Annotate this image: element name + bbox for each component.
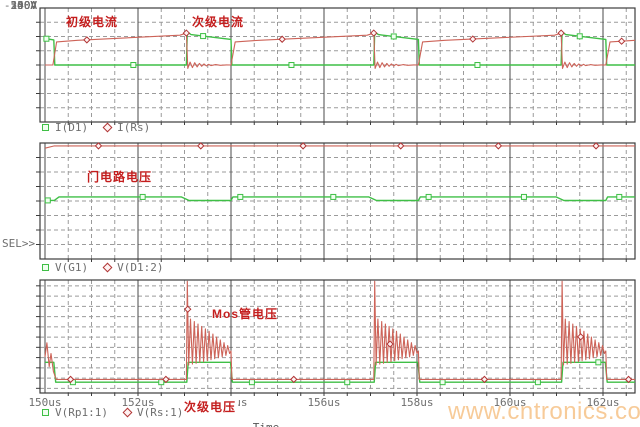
legend-label-vrp11: V(Rp1:1) xyxy=(55,406,108,419)
p2-ytick-m100v: -100V xyxy=(3,0,37,12)
annotation-secondary-current: 次级电流 xyxy=(192,15,245,29)
xtick-156us: 156us xyxy=(307,396,341,409)
annotation-gate-voltage: 门电路电压 xyxy=(87,170,153,184)
diamond-marker-icon xyxy=(122,407,133,418)
watermark: www.cntronics.com xyxy=(448,398,640,425)
legend-panel3: V(Rp1:1) V(Rs:1) xyxy=(42,406,199,419)
legend-label-vrs1: V(Rs:1) xyxy=(136,406,184,419)
p1-ytick-0a: 0A xyxy=(23,0,37,12)
xtick-150us: 150us xyxy=(28,396,62,409)
legend-panel1: I(D1) I(Rs) xyxy=(42,121,166,134)
square-marker-icon xyxy=(42,264,49,271)
square-marker-icon xyxy=(42,124,49,131)
annotation-secondary-voltage: 次级电压 xyxy=(182,398,239,415)
p3-ytick-250v: 250V xyxy=(10,0,38,12)
annotation-primary-current: 初级电流 xyxy=(66,15,119,29)
time-axis-label: Time xyxy=(246,421,286,427)
annotation-mos-voltage: Mos管电压 xyxy=(212,307,279,321)
xtick-162us: 162us xyxy=(586,396,620,409)
square-marker-icon xyxy=(42,409,49,416)
legend-panel2: V(G1) V(D1:2) xyxy=(42,261,179,274)
p2-ytick-0v: 0V xyxy=(23,0,37,12)
p3-ytick-0v: 0V xyxy=(23,0,37,12)
xtick-160us: 160us xyxy=(493,396,527,409)
legend-label-id1: I(D1) xyxy=(55,121,89,134)
legend-label-irs: I(Rs) xyxy=(117,121,151,134)
diamond-marker-icon xyxy=(102,122,113,133)
p1-ytick-40a: 40A xyxy=(17,0,37,12)
xtick-152us: 152us xyxy=(121,396,155,409)
p3-ytick-500v: 500V xyxy=(10,0,38,12)
legend-label-vg1: V(G1) xyxy=(55,261,89,274)
xtick-158us: 158us xyxy=(400,396,434,409)
diamond-marker-icon xyxy=(102,262,113,273)
p1-ytick-m40a: -40A xyxy=(10,0,38,12)
sel-indicator: SEL>> xyxy=(2,237,36,250)
p2-ytick-100v: 100V xyxy=(10,0,38,12)
legend-label-vd12: V(D1:2) xyxy=(117,261,164,274)
